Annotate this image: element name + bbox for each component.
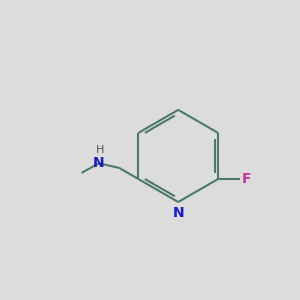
Text: N: N bbox=[172, 206, 184, 220]
Text: F: F bbox=[242, 172, 251, 186]
Text: N: N bbox=[93, 156, 105, 170]
Text: H: H bbox=[95, 145, 104, 155]
